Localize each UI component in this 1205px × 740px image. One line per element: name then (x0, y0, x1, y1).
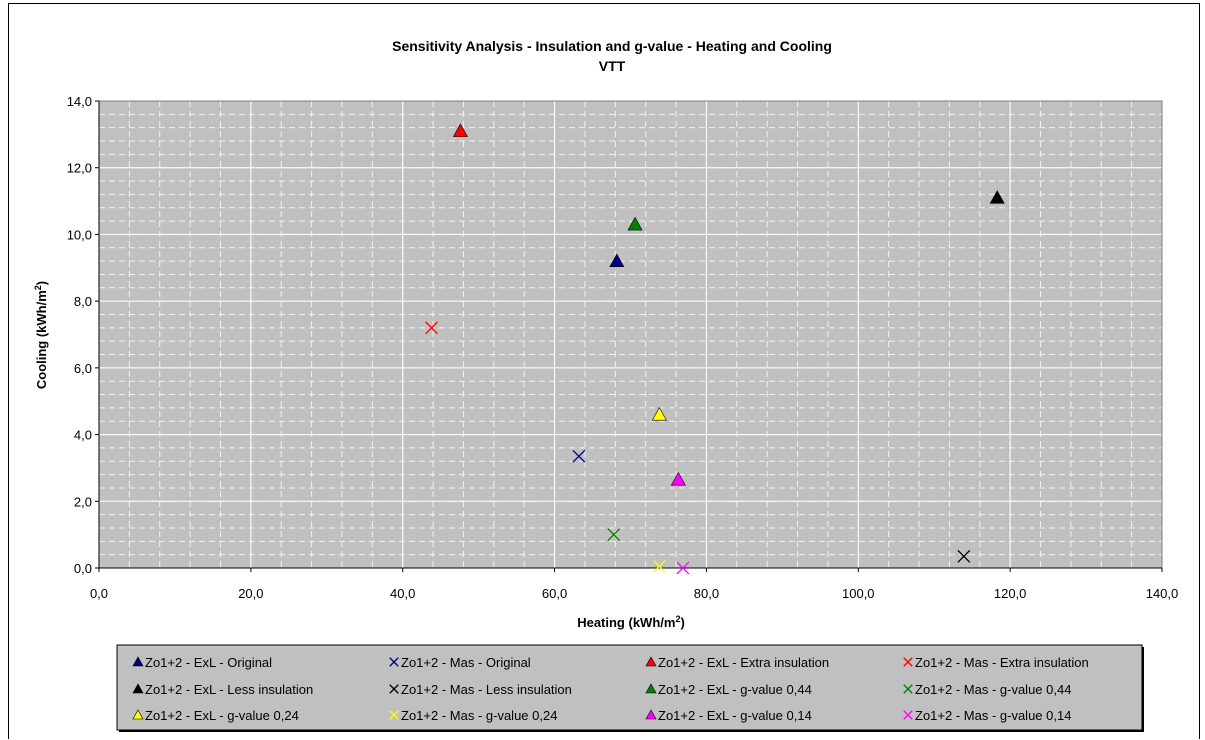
y-tick-label: 2,0 (74, 494, 92, 509)
x-tick-label: 40,0 (390, 586, 415, 601)
marker-stroke (607, 528, 621, 542)
legend: Zo1+2 - ExL - Original Zo1+2 - Mas - Orig… (116, 644, 1144, 732)
marker-stroke (389, 684, 399, 694)
triangle-point (609, 253, 625, 268)
marker-stroke (389, 657, 399, 667)
legend-entry-label: Zo1+2 - Mas - g-value 0,44 (915, 682, 1071, 697)
x-tick-label: 60,0 (542, 586, 567, 601)
marker-stroke (572, 449, 586, 463)
legend-marker (645, 683, 657, 694)
legend-entry-label: Zo1+2 - ExL - g-value 0,24 (145, 708, 299, 723)
marker-stroke (903, 684, 913, 694)
x-tick-label: 100,0 (842, 586, 875, 601)
legend-entry-label: Zo1+2 - ExL - g-value 0,14 (658, 708, 812, 723)
legend-entry-label: Zo1+2 - ExL - Extra insulation (658, 655, 829, 670)
x-tick-label: 0,0 (90, 586, 108, 601)
y-tick-label: 12,0 (67, 161, 92, 176)
y-axis-title: Cooling (kWh/m2) (33, 281, 49, 389)
x-point (607, 528, 621, 542)
legend-marker (132, 656, 144, 667)
marker-stroke (957, 549, 971, 563)
triangle-point (989, 190, 1005, 204)
y-tick-label: 0,0 (74, 561, 92, 576)
legend-marker (389, 684, 399, 694)
marker-stroke (389, 710, 399, 720)
x-point (957, 549, 971, 563)
chart-title: Sensitivity Analysis - Insulation and g-… (392, 38, 832, 54)
chart-subtitle: VTT (599, 58, 626, 74)
legend-entry-label: Zo1+2 - ExL - Original (145, 655, 272, 670)
plot-background (99, 101, 1162, 568)
x-point (676, 561, 690, 575)
x-tick-label: 140,0 (1146, 586, 1179, 601)
legend-marker (645, 656, 657, 667)
triangle-point (627, 216, 643, 231)
triangle-point (452, 123, 468, 137)
legend-marker (903, 657, 913, 667)
y-tick-label: 4,0 (74, 428, 92, 443)
marker-stroke (903, 710, 913, 720)
legend-entry-label: Zo1+2 - Mas - Original (401, 655, 531, 670)
legend-box (116, 644, 1143, 731)
triangle-point (670, 471, 686, 486)
data-points (425, 123, 1005, 575)
legend-marker (903, 710, 913, 720)
legend-marker (645, 709, 657, 720)
triangle-point (651, 406, 667, 421)
legend-marker (903, 684, 913, 694)
marker-stroke (903, 657, 913, 667)
legend-marker (389, 710, 399, 720)
marker-stroke (652, 559, 666, 573)
legend-marker (132, 683, 144, 694)
x-tick-label: 120,0 (994, 586, 1027, 601)
x-tick-label: 20,0 (238, 586, 263, 601)
legend-marker (132, 709, 144, 720)
legend-entry-label: Zo1+2 - Mas - Less insulation (401, 682, 572, 697)
plot-area (98, 100, 1163, 569)
y-tick-label: 14,0 (67, 94, 92, 109)
y-tick-label: 8,0 (74, 294, 92, 309)
x-axis-title: Heating (kWh/m2) (577, 614, 685, 630)
legend-entry-label: Zo1+2 - ExL - Less insulation (145, 682, 313, 697)
x-tick-label: 80,0 (694, 586, 719, 601)
marker-stroke (425, 321, 438, 335)
legend-entry-label: Zo1+2 - ExL - g-value 0,44 (658, 682, 812, 697)
legend-entry-label: Zo1+2 - Mas - Extra insulation (915, 655, 1089, 670)
axis-ticks: 0,0 20,0 40,0 60,0 80,0 100,0 120,0 140,0 0,0 2,0… (67, 94, 1179, 601)
y-tick-label: 6,0 (74, 361, 92, 376)
legend-marker (389, 657, 399, 667)
legend-entry-label: Zo1+2 - Mas - g-value 0,24 (401, 708, 557, 723)
x-point (572, 449, 586, 463)
legend-entry-label: Zo1+2 - Mas - g-value 0,14 (915, 708, 1071, 723)
marker-stroke (676, 561, 690, 575)
y-tick-label: 10,0 (67, 227, 92, 242)
x-point (652, 559, 666, 573)
x-point (425, 321, 438, 335)
